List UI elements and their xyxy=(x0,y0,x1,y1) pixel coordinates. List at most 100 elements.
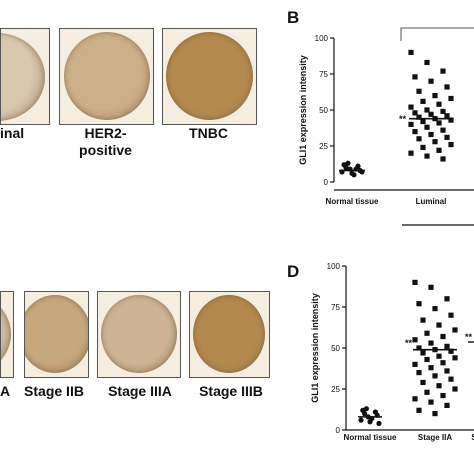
data-point-tumor xyxy=(416,301,422,307)
panel-letter-d: D xyxy=(287,262,300,281)
data-point-tumor xyxy=(412,361,418,367)
y-tick-label: 100 xyxy=(315,34,329,43)
y-tick-label: 100 xyxy=(327,262,341,271)
stage-label-iia: A xyxy=(0,383,11,399)
data-point-tumor xyxy=(452,386,458,392)
data-point-tumor xyxy=(448,141,454,148)
data-point-tumor xyxy=(444,134,450,140)
data-point-tumor xyxy=(428,111,434,117)
data-point-normal xyxy=(343,165,349,171)
significance-label: ** xyxy=(465,332,473,342)
significance-label: ** xyxy=(399,114,407,124)
significance-bracket xyxy=(400,27,474,41)
data-point-tumor xyxy=(440,127,446,133)
data-point-tumor xyxy=(444,113,450,119)
data-point-normal xyxy=(351,172,357,178)
data-point-tumor xyxy=(436,147,442,153)
data-point-tumor xyxy=(424,107,430,113)
stage-label-iib: Stage IIB xyxy=(24,383,84,399)
data-point-tumor xyxy=(416,345,422,351)
y-tick-label: 25 xyxy=(319,142,328,151)
data-point-tumor xyxy=(420,379,426,386)
data-point-tumor xyxy=(444,296,450,302)
data-point-tumor xyxy=(440,68,446,74)
data-point-tumor xyxy=(440,333,446,340)
tissue-core xyxy=(101,295,177,373)
data-point-tumor xyxy=(428,399,434,405)
data-point-tumor xyxy=(424,330,430,336)
data-point-tumor xyxy=(420,98,426,104)
data-point-tumor xyxy=(436,101,442,107)
tissue-image-luminal xyxy=(0,28,50,125)
data-point-tumor xyxy=(428,284,434,290)
data-point-tumor xyxy=(424,153,430,159)
data-point-tumor xyxy=(428,340,434,346)
y-tick-label: 75 xyxy=(319,70,328,79)
data-point-tumor xyxy=(428,365,434,371)
data-point-tumor xyxy=(416,114,422,120)
data-point-tumor xyxy=(440,392,446,399)
data-point-tumor xyxy=(444,368,450,374)
data-point-tumor xyxy=(420,118,426,125)
data-point-tumor xyxy=(444,84,450,90)
tissue-core xyxy=(64,32,150,120)
data-point-tumor xyxy=(436,353,442,359)
data-point-tumor xyxy=(420,144,426,151)
tissue-image-stage-iiib xyxy=(189,291,270,378)
data-point-normal xyxy=(362,411,368,417)
tissue-core xyxy=(1,33,45,121)
y-tick-label: 50 xyxy=(319,106,328,115)
data-point-tumor xyxy=(416,136,422,142)
x-category-label: S xyxy=(471,433,474,442)
data-point-tumor xyxy=(420,350,426,356)
data-point-tumor xyxy=(432,306,438,312)
data-point-tumor xyxy=(432,139,438,145)
tissue-label-luminal: inal xyxy=(0,125,25,141)
data-point-tumor xyxy=(424,356,430,363)
data-point-tumor xyxy=(420,317,426,323)
data-point-tumor xyxy=(448,117,454,123)
data-point-tumor xyxy=(452,327,458,333)
scatter-chart-d: 0 25 50 75 100 GLI1 expression intensity Norma… xyxy=(310,262,474,442)
data-point-tumor xyxy=(408,121,414,127)
y-axis-label: GLI1 expression intensity xyxy=(310,293,320,403)
data-point-tumor xyxy=(408,104,414,110)
tissue-image-stage-iiia xyxy=(97,291,181,378)
data-point-tumor xyxy=(432,411,438,417)
tissue-label-tnbc: TNBC xyxy=(189,125,228,141)
data-point-tumor xyxy=(432,373,438,379)
stage-label-iiib: Stage IIIB xyxy=(199,383,263,399)
y-axis-label: GLI1 expression intensity xyxy=(298,55,308,165)
data-point-tumor xyxy=(412,337,418,343)
data-point-tumor xyxy=(448,348,454,354)
data-point-tumor xyxy=(428,131,434,138)
x-category-label: Normal tissue xyxy=(326,197,379,206)
data-point-tumor xyxy=(408,150,414,156)
stage-label-iiia: Stage IIIA xyxy=(108,383,172,399)
y-tick-label: 0 xyxy=(324,178,329,187)
data-point-tumor xyxy=(432,93,438,99)
data-point-tumor xyxy=(452,355,458,361)
tissue-image-tnbc xyxy=(162,28,257,125)
y-tick-label: 50 xyxy=(331,344,340,353)
tissue-image-stage-iia xyxy=(0,291,14,378)
tissue-image-her2 xyxy=(59,28,154,125)
data-point-tumor xyxy=(424,389,430,395)
data-point-normal xyxy=(363,406,369,412)
tissue-core xyxy=(1,295,11,373)
data-point-normal xyxy=(358,417,364,423)
data-point-tumor xyxy=(428,78,434,84)
significance-label: ** xyxy=(405,338,413,348)
data-point-tumor xyxy=(440,156,446,162)
data-point-tumor xyxy=(448,312,454,318)
data-point-tumor xyxy=(440,108,446,115)
x-category-label: Normal tissue xyxy=(344,433,397,442)
y-tick-label: 25 xyxy=(331,385,340,394)
data-point-normal xyxy=(345,160,351,166)
data-point-tumor xyxy=(440,360,446,366)
data-point-tumor xyxy=(412,74,418,80)
tissue-label-her2: HER2- positive xyxy=(79,125,132,158)
data-point-tumor xyxy=(412,396,418,402)
data-point-tumor xyxy=(444,402,450,408)
tissue-core xyxy=(166,32,253,120)
